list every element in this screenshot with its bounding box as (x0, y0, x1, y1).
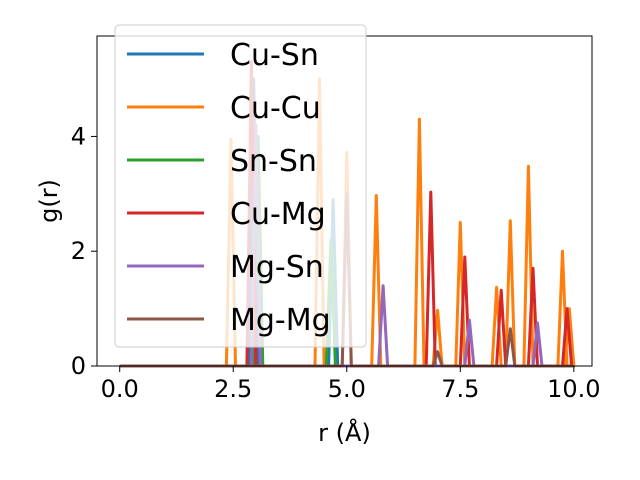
x-tick-label: 0.0 (101, 375, 139, 403)
legend-label-cu-mg: Cu-Mg (230, 197, 326, 232)
legend-items: Cu-Sn Cu-Cu Sn-Sn Cu-Mg Mg-Sn Mg-Mg (127, 38, 331, 338)
y-axis-label: g(r) (35, 179, 63, 223)
legend-label-cu-cu: Cu-Cu (230, 91, 321, 126)
legend-label-mg-sn: Mg-Sn (230, 250, 324, 285)
y-tick-label: 0 (71, 352, 86, 380)
y-tick-label: 4 (71, 122, 86, 150)
x-tick-label: 10.0 (547, 375, 600, 403)
legend-label-cu-sn: Cu-Sn (230, 38, 319, 73)
legend-label-mg-mg: Mg-Mg (230, 303, 331, 338)
legend: Cu-Sn Cu-Cu Sn-Sn Cu-Mg Mg-Sn Mg-Mg (114, 24, 367, 348)
legend-frame (114, 24, 367, 348)
x-tick-label: 7.5 (441, 375, 479, 403)
x-tick-label: 2.5 (214, 375, 252, 403)
x-axis-ticks: 0.0 2.5 5.0 7.5 10.0 (101, 366, 601, 403)
x-axis-label: r (Å) (318, 418, 371, 447)
y-axis-ticks: 0 2 4 (71, 122, 97, 380)
y-tick-label: 2 (71, 237, 86, 265)
legend-label-sn-sn: Sn-Sn (230, 144, 317, 179)
x-tick-label: 5.0 (328, 375, 366, 403)
